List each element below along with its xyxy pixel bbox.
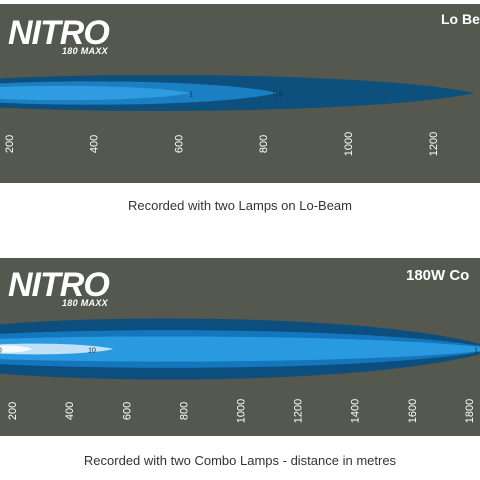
x-tick-label: 800 xyxy=(258,135,270,153)
logo-subtext: 180 MAXX xyxy=(62,46,108,56)
lo-beam-x-ticks: 200 400 600 800 1000 1200 xyxy=(4,132,440,156)
logo-text: NITRO xyxy=(8,14,110,52)
x-tick-label: 200 xyxy=(4,135,16,153)
lo-beam-contour-labels: 1010.5 xyxy=(189,92,283,99)
nitro-logo: NITRO 180 MAXX xyxy=(8,268,133,312)
x-tick-label: 200 xyxy=(7,402,19,420)
isolux-contour-1 xyxy=(0,336,480,362)
x-tick-label: 1600 xyxy=(407,399,419,423)
lo-beam-contours xyxy=(0,75,476,111)
isolux-contour-10 xyxy=(0,343,114,355)
contour-label: 1 xyxy=(189,92,193,99)
logo-subtext: 180 MAXX xyxy=(62,298,108,308)
nitro-logo: NITRO 180 MAXX xyxy=(8,16,133,60)
x-tick-label: 600 xyxy=(121,402,133,420)
combo-contour-labels: 00 10 1 xyxy=(0,348,478,355)
x-tick-label: 400 xyxy=(64,402,76,420)
x-tick-label: 1200 xyxy=(293,399,305,423)
combo-caption: Recorded with two Combo Lamps - distance… xyxy=(83,453,397,468)
combo-contours xyxy=(0,318,480,380)
x-tick-label: 1400 xyxy=(350,399,362,423)
combo-x-ticks: 200 400 600 800 1000 1200 1400 1600 1800 xyxy=(7,399,476,423)
lo-beam-caption: Recorded with two Lamps on Lo-Beam xyxy=(127,198,352,213)
x-tick-label: 1000 xyxy=(343,132,355,156)
beam-mode-title: 180W Co xyxy=(406,267,470,284)
contour-label: 1 xyxy=(474,348,478,355)
isolux-contour-1 xyxy=(0,85,192,101)
logo-text: NITRO xyxy=(8,266,110,304)
contour-label: 0.5 xyxy=(273,92,283,99)
x-tick-label: 1800 xyxy=(464,399,476,423)
isolux-contour-100 xyxy=(0,345,33,353)
contour-label: 00 xyxy=(0,348,2,355)
contour-label: 10 xyxy=(88,348,96,355)
combo-plot: 00 10 1 200 400 600 800 1000 1200 1400 1600 1800 xyxy=(0,318,480,423)
x-tick-label: 1200 xyxy=(428,132,440,156)
x-tick-label: 800 xyxy=(178,402,190,420)
beam-mode-title: Lo Be xyxy=(441,11,480,27)
x-tick-label: 1000 xyxy=(236,399,248,423)
x-tick-label: 400 xyxy=(89,135,101,153)
x-tick-label: 600 xyxy=(173,135,185,153)
combo-chart-panel: 00 10 1 200 400 600 800 1000 1200 1400 1600 1800 N… xyxy=(0,258,480,436)
